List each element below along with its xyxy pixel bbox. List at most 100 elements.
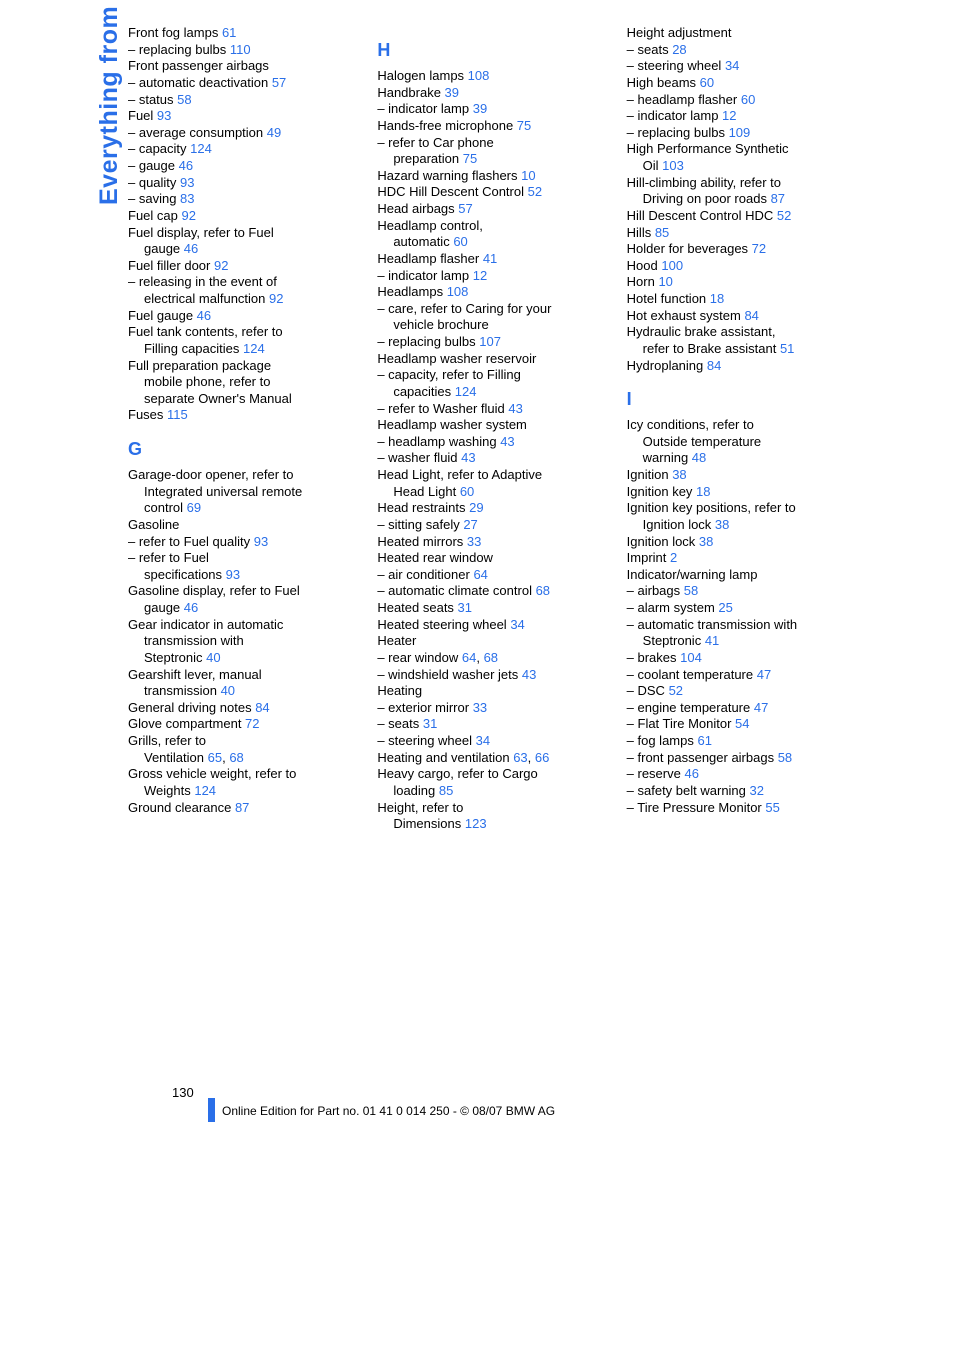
- page-ref-link[interactable]: 28: [672, 42, 686, 57]
- page-ref-link[interactable]: 46: [179, 158, 193, 173]
- page-ref-link[interactable]: 84: [707, 358, 721, 373]
- page-ref-link[interactable]: 69: [187, 500, 201, 515]
- page-ref-link[interactable]: 87: [771, 191, 785, 206]
- page-ref-link[interactable]: 43: [500, 434, 514, 449]
- page-ref-link[interactable]: 18: [696, 484, 710, 499]
- page-ref-link[interactable]: 109: [729, 125, 751, 140]
- page-ref-link[interactable]: 47: [757, 667, 771, 682]
- page-ref-link[interactable]: 110: [230, 42, 251, 57]
- page-ref-link[interactable]: 51: [780, 341, 794, 356]
- page-ref-link[interactable]: 18: [710, 291, 724, 306]
- page-ref-link[interactable]: 85: [439, 783, 453, 798]
- page-ref-link[interactable]: 10: [658, 274, 672, 289]
- page-ref-link[interactable]: 12: [722, 108, 736, 123]
- page-ref-link[interactable]: 93: [180, 175, 194, 190]
- page-ref-link[interactable]: 124: [190, 141, 212, 156]
- page-ref-link[interactable]: 38: [672, 467, 686, 482]
- page-ref-link[interactable]: 108: [468, 68, 490, 83]
- page-ref-link[interactable]: 75: [463, 151, 477, 166]
- page-ref-link[interactable]: 103: [662, 158, 684, 173]
- page-ref-link[interactable]: 58: [778, 750, 792, 765]
- page-ref-link[interactable]: 75: [517, 118, 531, 133]
- page-ref-link[interactable]: 85: [655, 225, 669, 240]
- page-ref-link[interactable]: 108: [447, 284, 469, 299]
- page-ref-link[interactable]: 52: [669, 683, 683, 698]
- page-ref-link[interactable]: 43: [522, 667, 536, 682]
- page-ref-link[interactable]: 38: [699, 534, 713, 549]
- page-ref-link[interactable]: 55: [765, 800, 779, 815]
- page-ref-link[interactable]: 123: [465, 816, 487, 831]
- page-ref-link[interactable]: 52: [528, 184, 542, 199]
- page-ref-link[interactable]: 115: [167, 407, 188, 422]
- page-ref-link[interactable]: 27: [463, 517, 477, 532]
- page-ref-link[interactable]: 47: [754, 700, 768, 715]
- page-ref-link[interactable]: 39: [473, 101, 487, 116]
- page-ref-link[interactable]: 49: [267, 125, 281, 140]
- page-ref-link[interactable]: 92: [181, 208, 195, 223]
- page-ref-link[interactable]: 92: [214, 258, 228, 273]
- page-ref-link[interactable]: 41: [483, 251, 497, 266]
- page-ref-link[interactable]: 124: [455, 384, 477, 399]
- page-ref-link[interactable]: 92: [269, 291, 283, 306]
- page-ref-link[interactable]: 34: [476, 733, 490, 748]
- page-ref-link[interactable]: 64: [462, 650, 476, 665]
- page-ref-link[interactable]: 68: [229, 750, 243, 765]
- page-ref-link[interactable]: 31: [423, 716, 437, 731]
- page-ref-link[interactable]: 72: [752, 241, 766, 256]
- page-ref-link[interactable]: 12: [473, 268, 487, 283]
- page-ref-link[interactable]: 34: [510, 617, 524, 632]
- page-ref-link[interactable]: 52: [777, 208, 791, 223]
- page-ref-link[interactable]: 57: [272, 75, 286, 90]
- page-ref-link[interactable]: 40: [221, 683, 235, 698]
- page-ref-link[interactable]: 46: [184, 600, 198, 615]
- page-ref-link[interactable]: 43: [508, 401, 522, 416]
- page-ref-link[interactable]: 68: [536, 583, 550, 598]
- page-ref-link[interactable]: 93: [226, 567, 240, 582]
- page-ref-link[interactable]: 46: [184, 241, 198, 256]
- page-ref-link[interactable]: 33: [467, 534, 481, 549]
- page-ref-link[interactable]: 93: [157, 108, 171, 123]
- page-ref-link[interactable]: 25: [718, 600, 732, 615]
- page-ref-link[interactable]: 43: [461, 450, 475, 465]
- page-ref-link[interactable]: 33: [473, 700, 487, 715]
- page-ref-link[interactable]: 83: [180, 191, 194, 206]
- page-ref-link[interactable]: 124: [243, 341, 265, 356]
- page-ref-link[interactable]: 61: [697, 733, 711, 748]
- page-ref-link[interactable]: 48: [692, 450, 706, 465]
- page-ref-link[interactable]: 29: [469, 500, 483, 515]
- page-ref-link[interactable]: 61: [222, 25, 236, 40]
- page-ref-link[interactable]: 87: [235, 800, 249, 815]
- page-ref-link[interactable]: 104: [680, 650, 702, 665]
- page-ref-link[interactable]: 124: [194, 783, 216, 798]
- page-ref-link[interactable]: 72: [245, 716, 259, 731]
- page-ref-link[interactable]: 31: [458, 600, 472, 615]
- page-ref-link[interactable]: 46: [684, 766, 698, 781]
- page-ref-link[interactable]: 58: [684, 583, 698, 598]
- page-ref-link[interactable]: 64: [473, 567, 487, 582]
- page-ref-link[interactable]: 65: [208, 750, 222, 765]
- page-ref-link[interactable]: 60: [453, 234, 467, 249]
- page-ref-link[interactable]: 41: [705, 633, 719, 648]
- page-ref-link[interactable]: 57: [458, 201, 472, 216]
- page-ref-link[interactable]: 66: [535, 750, 549, 765]
- page-ref-link[interactable]: 40: [206, 650, 220, 665]
- page-ref-link[interactable]: 38: [715, 517, 729, 532]
- page-ref-link[interactable]: 100: [661, 258, 683, 273]
- page-ref-link[interactable]: 39: [445, 85, 459, 100]
- page-ref-link[interactable]: 32: [750, 783, 764, 798]
- page-ref-link[interactable]: 46: [197, 308, 211, 323]
- page-ref-link[interactable]: 34: [725, 58, 739, 73]
- page-ref-link[interactable]: 2: [670, 550, 677, 565]
- page-ref-link[interactable]: 54: [735, 716, 749, 731]
- page-ref-link[interactable]: 10: [521, 168, 535, 183]
- page-ref-link[interactable]: 60: [741, 92, 755, 107]
- page-ref-link[interactable]: 58: [177, 92, 191, 107]
- page-ref-link[interactable]: 107: [479, 334, 501, 349]
- page-ref-link[interactable]: 84: [744, 308, 758, 323]
- page-ref-link[interactable]: 60: [460, 484, 474, 499]
- page-ref-link[interactable]: 60: [700, 75, 714, 90]
- page-ref-link[interactable]: 93: [254, 534, 268, 549]
- page-ref-link[interactable]: 68: [484, 650, 498, 665]
- page-ref-link[interactable]: 63: [513, 750, 527, 765]
- page-ref-link[interactable]: 84: [255, 700, 269, 715]
